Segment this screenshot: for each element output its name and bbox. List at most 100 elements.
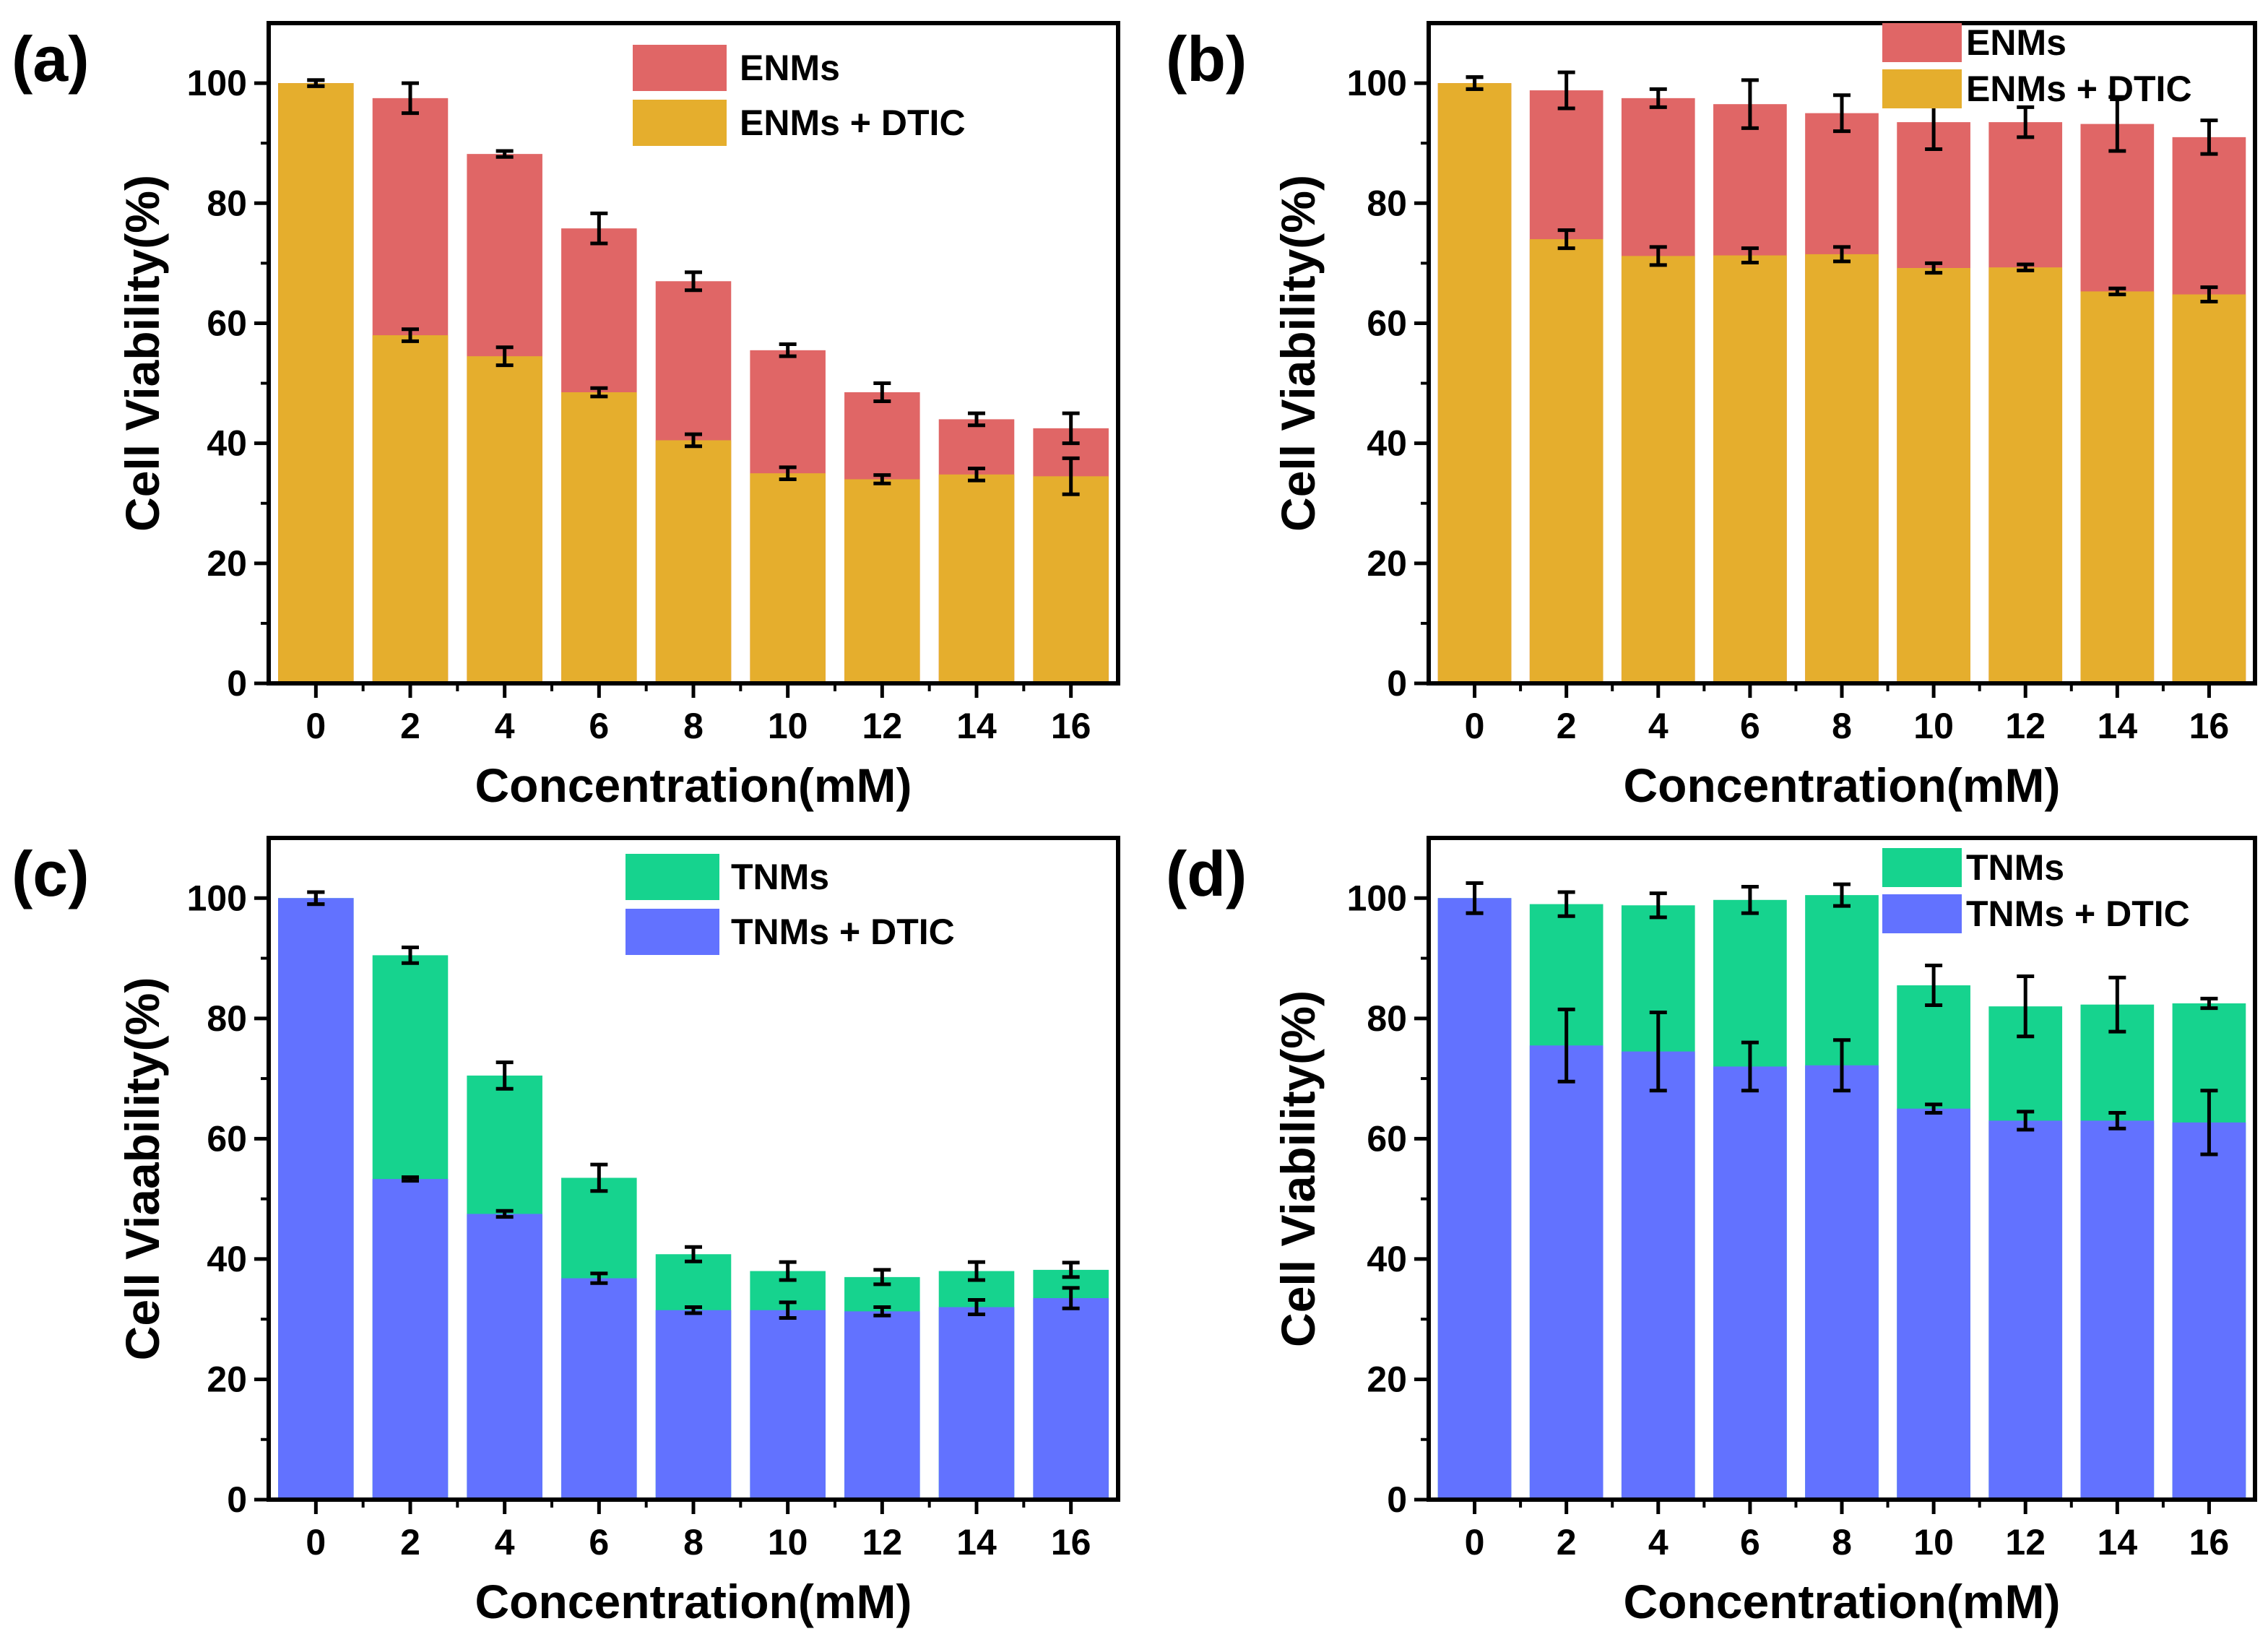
- panel-label: (a): [12, 23, 90, 95]
- legend: TNMs TNMs + DTIC: [626, 854, 955, 955]
- y-tick-label: 40: [207, 1239, 247, 1279]
- bar-tnms-dtic-8: [655, 1310, 732, 1500]
- error-bar-enms-dtic-8: [1833, 245, 1851, 264]
- bar-tnms-dtic-2: [1529, 1045, 1603, 1500]
- y-tick-label: 80: [207, 998, 247, 1039]
- error-bar-enms-dtic-14: [968, 467, 985, 483]
- legend-label: TNMs + DTIC: [731, 912, 955, 952]
- error-bar-tnms-2: [402, 946, 419, 965]
- x-tick-label: 6: [589, 706, 609, 746]
- bar-tnms-dtic-6: [1713, 1066, 1787, 1500]
- panel-b: 0 20 40 60 80 100 0 2 4 6 8 10 12 14 16 Concentration(m…: [1166, 21, 2257, 812]
- error-bar-enms-dtic-0: [1466, 75, 1484, 91]
- x-tick-label: 8: [1832, 1522, 1852, 1562]
- y-tick-label: 20: [207, 1359, 247, 1399]
- error-bar-tnms-2: [1557, 890, 1575, 918]
- x-tick-label: 0: [306, 706, 326, 746]
- y-tick-label: 100: [187, 878, 247, 918]
- x-axis-title: Concentration(mM): [475, 758, 912, 812]
- x-tick-label: 2: [400, 1522, 420, 1562]
- bar-enms-dtic-12: [844, 479, 920, 683]
- x-tick-label: 4: [1648, 1522, 1668, 1562]
- bar-tnms-dtic-6: [561, 1278, 637, 1500]
- bar-tnms-dtic-10: [750, 1310, 826, 1500]
- y-tick-label: 100: [1347, 63, 1407, 103]
- bar-tnms-dtic-4: [1621, 1051, 1695, 1500]
- legend-swatch-tnms: [626, 854, 719, 900]
- legend-label: ENMs: [740, 48, 840, 88]
- error-bar-enms-14: [968, 411, 985, 428]
- x-tick-label: 6: [589, 1522, 609, 1562]
- y-tick-label: 0: [1387, 663, 1407, 704]
- error-bar-tnms-16: [1062, 1261, 1080, 1279]
- bar-enms-dtic-12: [1988, 267, 2063, 683]
- bar-tnms-dtic-0: [1437, 898, 1512, 1500]
- y-tick-label: 80: [1367, 183, 1407, 223]
- legend: ENMs ENMs + DTIC: [633, 45, 966, 146]
- error-bar-tnms-4: [495, 1060, 514, 1091]
- error-bar-tnms-16: [2200, 996, 2218, 1011]
- panel-a: 0 20 40 60 80 100 0 2 4 6 8 10 12 14 16 Concentration(m…: [12, 21, 1120, 812]
- panel-c: 0 20 40 60 80 100 0 2 4 6 8 10 12 14 16 Concentration(m…: [12, 836, 1120, 1628]
- error-bar-tnms-dtic-0: [1466, 881, 1484, 915]
- error-bar-enms-8: [685, 270, 702, 293]
- x-axis-title: Concentration(mM): [475, 1575, 912, 1628]
- error-bar-tnms-dtic-4: [495, 1209, 514, 1219]
- error-bar-tnms-dtic-2: [1557, 1007, 1575, 1084]
- bar-enms-dtic-8: [1805, 254, 1879, 683]
- bar-tnms-dtic-16: [2172, 1122, 2246, 1500]
- error-bar-tnms-dtic-14: [2108, 1111, 2126, 1131]
- y-axis-title: Cell Viaability(%): [116, 977, 169, 1361]
- x-tick-label: 4: [495, 706, 515, 746]
- y-axis-title: Cell Viability(%): [1271, 990, 1325, 1347]
- error-bar-enms-dtic-10: [779, 465, 797, 481]
- error-bar-enms-16: [1062, 411, 1080, 446]
- error-bar-enms-dtic-2: [402, 327, 419, 343]
- bar-enms-dtic-4: [467, 356, 542, 683]
- error-bar-tnms-dtic-10: [1925, 1102, 1943, 1115]
- bar-enms-dtic-6: [561, 392, 637, 683]
- error-bar-tnms-dtic-6: [1741, 1040, 1759, 1093]
- error-bar-enms-6: [1741, 78, 1759, 130]
- bar-enms-dtic-16: [2172, 294, 2246, 683]
- x-tick-label: 0: [1465, 706, 1485, 746]
- x-tick-label: 0: [306, 1522, 326, 1562]
- error-bar-enms-12: [2017, 105, 2035, 139]
- bar-tnms-dtic-10: [1897, 1108, 1970, 1500]
- error-bar-tnms-dtic-4: [1649, 1010, 1667, 1093]
- x-tick-label: 8: [683, 1522, 704, 1562]
- bar-tnms-dtic-0: [278, 898, 354, 1500]
- error-bar-tnms-6: [590, 1162, 608, 1193]
- x-tick-label: 0: [1465, 1522, 1485, 1562]
- error-bar-enms-dtic-2: [1557, 228, 1575, 251]
- error-bar-enms-dtic-6: [590, 386, 608, 399]
- bar-enms-dtic-14: [938, 474, 1015, 683]
- error-bar-enms-dtic-12: [873, 473, 891, 485]
- x-tick-label: 14: [2098, 1522, 2138, 1562]
- error-bar-enms-6: [590, 211, 608, 246]
- error-bar-tnms-dtic-10: [779, 1300, 797, 1320]
- error-bar-tnms-8: [1833, 882, 1851, 908]
- bar-enms-dtic-14: [2080, 291, 2155, 683]
- error-bar-enms-dtic-10: [1925, 261, 1943, 275]
- x-tick-label: 10: [768, 706, 808, 746]
- x-tick-label: 8: [1832, 706, 1852, 746]
- bar-tnms-dtic-8: [1805, 1065, 1879, 1500]
- error-bar-enms-dtic-4: [495, 345, 514, 368]
- error-bar-enms-10: [779, 342, 797, 358]
- error-bar-enms-dtic-0: [307, 78, 325, 88]
- x-tick-label: 12: [2005, 1522, 2046, 1562]
- error-bar-enms-4: [495, 149, 514, 159]
- error-bar-enms-12: [873, 381, 891, 403]
- error-bar-enms-4: [1649, 87, 1667, 109]
- x-tick-label: 12: [862, 706, 903, 746]
- legend-swatch-enms: [1882, 23, 1962, 62]
- legend: ENMs ENMs + DTIC: [1882, 22, 2192, 109]
- legend-swatch-enms-dtic: [633, 100, 727, 146]
- bar-enms-dtic-6: [1713, 255, 1787, 683]
- bar-enms-dtic-8: [655, 440, 732, 683]
- error-bar-enms-14: [2108, 95, 2126, 153]
- legend-label: TNMs: [1966, 847, 2064, 888]
